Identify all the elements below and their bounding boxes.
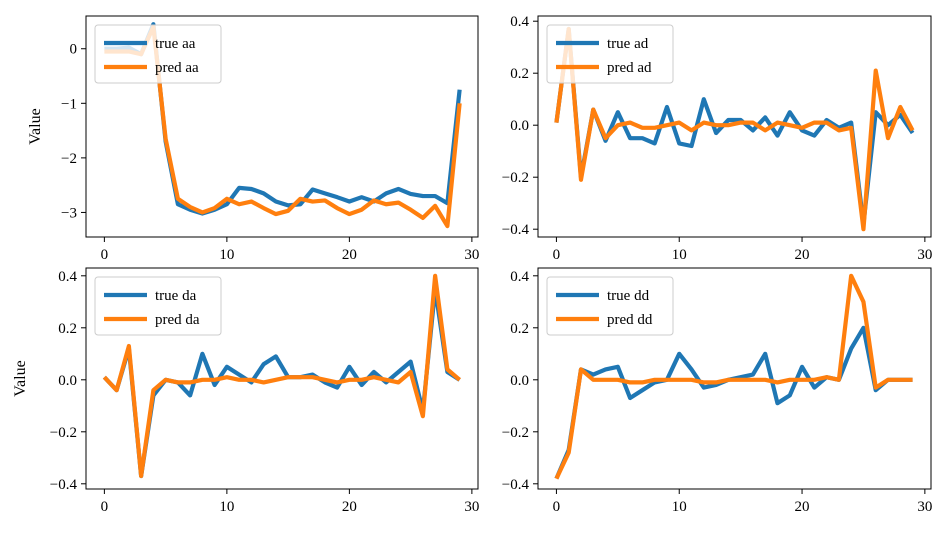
y-axis-label: Value <box>27 108 44 144</box>
legend: true dd pred dd <box>546 276 674 336</box>
x-tick-label: 10 <box>219 499 234 515</box>
y-tick-label: −0.2 <box>50 425 77 441</box>
chart-panel-2: 0 10 20 30 0.4 0.2 0.0 −0.2 −0.4 true ad pred ad <box>502 14 933 263</box>
series-line-pred-da <box>102 273 461 479</box>
y-tick-label: 0.2 <box>58 321 77 337</box>
legend-label: true da <box>155 288 197 304</box>
axes-frame <box>85 267 479 490</box>
legend-label: pred aa <box>155 60 199 76</box>
axes-frame <box>85 15 479 238</box>
y-tick-label: −0.2 <box>502 425 529 441</box>
legend-label: true dd <box>607 288 650 304</box>
x-tick-label: 10 <box>219 247 234 263</box>
y-tick-label: −0.2 <box>502 170 529 186</box>
x-tick-label: 0 <box>101 247 109 263</box>
chart-panel-3: 0 10 20 30 0.4 0.2 0.0 −0.2 −0.4 Value true da pred… <box>12 267 479 515</box>
y-tick-label: 0.2 <box>510 66 529 82</box>
series-line-true-dd <box>554 325 913 480</box>
y-tick-label: 0.2 <box>510 321 529 337</box>
legend: true ad pred ad <box>546 24 674 84</box>
legend: true da pred da <box>94 276 222 336</box>
series-line-pred-dd <box>554 273 913 480</box>
x-tick-label: 0 <box>553 499 561 515</box>
x-tick-label: 20 <box>795 499 810 515</box>
axes-frame <box>537 267 932 490</box>
x-tick-label: 20 <box>342 247 357 263</box>
y-tick-label: 0.0 <box>510 373 529 389</box>
y-tick-label: −0.4 <box>502 477 530 493</box>
y-tick-label: 0.4 <box>510 14 529 30</box>
x-tick-label: 30 <box>464 499 479 515</box>
y-tick-label: 0.0 <box>58 373 77 389</box>
y-tick-label: −1 <box>61 96 77 112</box>
y-tick-label: −2 <box>61 151 77 167</box>
legend-label: pred da <box>155 312 200 328</box>
y-tick-label: 0.0 <box>510 118 529 134</box>
series-line-pred-aa <box>104 24 462 229</box>
x-tick-label: 30 <box>464 247 479 263</box>
x-tick-label: 20 <box>795 247 810 263</box>
y-tick-label: −0.4 <box>502 222 530 238</box>
y-tick-label: 0.4 <box>510 269 529 285</box>
x-tick-label: 30 <box>917 247 932 263</box>
y-tick-label: −0.4 <box>50 477 78 493</box>
legend-label: true aa <box>155 36 196 52</box>
legend-label: pred ad <box>607 60 652 76</box>
x-tick-label: 10 <box>672 247 687 263</box>
legend-label: pred dd <box>607 312 653 328</box>
legend: true aa pred aa <box>94 24 222 84</box>
x-tick-label: 30 <box>917 499 932 515</box>
y-tick-label: 0 <box>70 42 78 58</box>
series-line-pred-ad <box>554 26 915 232</box>
y-tick-label: −3 <box>61 205 77 221</box>
x-tick-label: 10 <box>672 499 687 515</box>
y-tick-label: 0.4 <box>58 269 77 285</box>
x-tick-label: 0 <box>553 247 561 263</box>
axes-frame <box>537 15 932 238</box>
legend-label: true ad <box>607 36 649 52</box>
x-tick-label: 20 <box>342 499 357 515</box>
chart-panel-4: 0 10 20 30 0.4 0.2 0.0 −0.2 −0.4 true dd pred dd <box>502 267 932 515</box>
y-axis-label: Value <box>12 360 29 396</box>
x-tick-label: 0 <box>101 499 109 515</box>
chart-panel-1: 0 10 20 30 0 −1 −2 −3 Value true aa pred aa <box>27 15 479 263</box>
